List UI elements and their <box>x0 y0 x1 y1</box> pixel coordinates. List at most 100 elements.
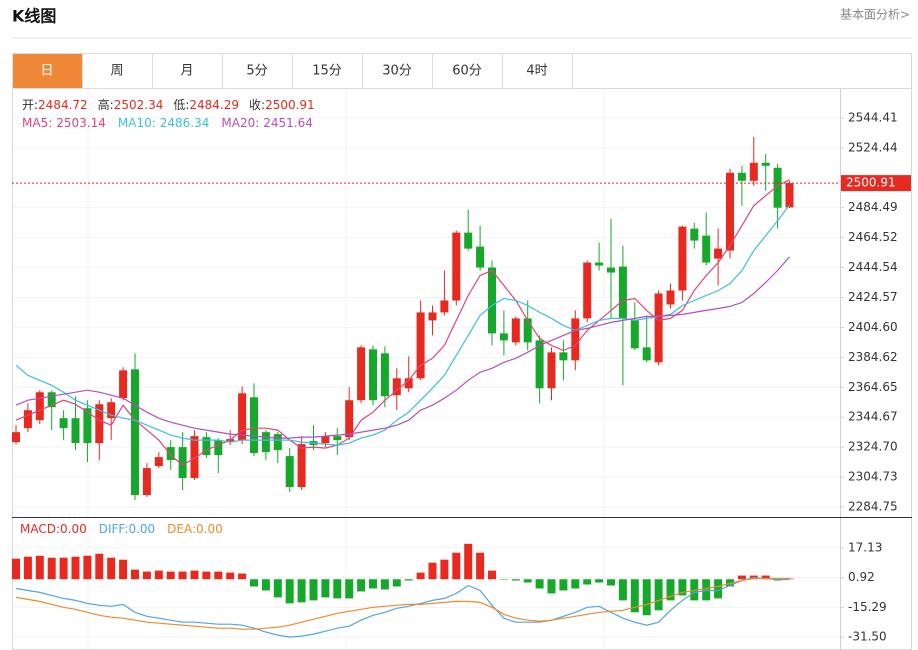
y-tick-label: -15.29 <box>848 600 887 614</box>
macd-bar <box>523 579 532 583</box>
readout-value: 2484.72 <box>38 98 88 112</box>
legend-value: 2503.14 <box>56 116 106 130</box>
tab-label[interactable]: 30分 <box>382 64 412 79</box>
candle-body <box>166 447 175 461</box>
tab-label[interactable]: 周 <box>110 64 123 79</box>
y-tick-label: 2384.62 <box>848 350 898 364</box>
macd-bar <box>618 579 627 601</box>
readout-value: 2500.91 <box>265 98 315 112</box>
candle-body <box>452 232 461 301</box>
legend-name: MA20: <box>221 116 259 130</box>
readout-label: 高: <box>98 97 114 112</box>
last-price-label: 2500.91 <box>846 176 896 190</box>
candle-body <box>285 456 294 488</box>
tab[interactable] <box>362 53 433 89</box>
ohlc-readout: 开:2484.72 高:2502.34 低:2484.29 收:2500.91 <box>22 97 315 112</box>
tab[interactable] <box>432 53 503 89</box>
candle-body <box>464 232 473 249</box>
candle-body <box>749 162 758 181</box>
macd-bar <box>47 557 56 580</box>
analysis-link[interactable]: 基本面分析> <box>840 8 910 22</box>
readout-label: 低: <box>173 98 189 112</box>
candle-body <box>345 400 354 438</box>
candle-body <box>535 340 544 389</box>
candle-body <box>333 436 342 441</box>
tab-label[interactable]: 4时 <box>526 64 547 79</box>
candle-body <box>714 248 723 259</box>
tab[interactable] <box>502 53 573 89</box>
tab[interactable] <box>152 53 223 89</box>
macd-bar <box>476 552 485 580</box>
macd-bar <box>416 572 425 580</box>
tab-label[interactable]: 月 <box>180 64 193 79</box>
macd-bar <box>690 579 699 601</box>
candle-body <box>238 393 247 441</box>
candle-body <box>107 402 116 419</box>
candle-body <box>773 167 782 208</box>
macd-bar <box>595 579 604 583</box>
candle-body <box>154 457 163 467</box>
tab-label[interactable]: 5分 <box>246 64 267 79</box>
readout-value: 2502.34 <box>114 98 164 112</box>
candle-body <box>595 262 604 266</box>
tab[interactable] <box>12 53 83 89</box>
candle-body <box>642 347 651 361</box>
candle-body <box>83 408 92 444</box>
macd-bar <box>35 555 44 580</box>
candle-body <box>726 172 734 251</box>
legend-value: 0.00 <box>60 522 87 536</box>
readout-value: 2484.29 <box>189 98 239 112</box>
macd-bar <box>238 573 247 580</box>
macd-bar <box>297 579 306 603</box>
legend-name: MA5: <box>22 116 52 130</box>
macd-bar <box>547 579 556 594</box>
candle-body <box>119 370 128 399</box>
macd-bar <box>404 579 413 581</box>
candle-body <box>476 246 485 268</box>
macd-bar <box>261 579 270 591</box>
tab-bar: 日 周 月 5分 15分 30分 60分 4时 <box>12 53 573 89</box>
kline-panel: 2544.41 2524.44 2484.49 2464.52 2444.54 2424.… <box>12 97 911 514</box>
macd-bar <box>190 570 199 580</box>
y-tick-label: 2284.75 <box>848 500 898 514</box>
legend-value: 0.00 <box>128 522 155 536</box>
readout-label: 收: <box>249 98 265 112</box>
series-line <box>15 576 790 638</box>
candle-body <box>23 410 32 429</box>
candle-body <box>666 290 675 305</box>
tab-label[interactable]: 15分 <box>312 64 342 79</box>
candle-body <box>737 172 746 181</box>
series-line <box>15 179 790 466</box>
macd-bar <box>59 557 68 580</box>
macd-bar <box>71 556 80 580</box>
macd-bar <box>250 579 258 587</box>
tab-label[interactable]: 60分 <box>452 64 482 79</box>
macd-bar <box>607 579 615 586</box>
macd-bar <box>499 579 508 580</box>
page-title: K线图 <box>12 7 56 26</box>
candle-body <box>273 434 282 451</box>
macd-bar <box>273 579 282 598</box>
candle-body <box>678 226 687 291</box>
macd-bar <box>452 552 461 580</box>
macd-bar <box>511 579 520 581</box>
candle-body <box>59 418 68 429</box>
candle-body <box>380 353 389 397</box>
macd-bar <box>714 579 723 599</box>
macd-bar <box>761 575 770 580</box>
candle-body <box>131 369 139 496</box>
tab[interactable] <box>82 53 153 89</box>
macd-bar <box>642 579 651 616</box>
tab-label[interactable]: 日 <box>40 64 53 79</box>
macd-bar <box>95 553 104 580</box>
candle-body <box>95 404 104 444</box>
legend-name: MA10: <box>118 116 156 130</box>
candle-body <box>250 397 258 454</box>
y-tick-label: 0.92 <box>848 570 875 584</box>
macd-bar <box>428 562 437 580</box>
legend-value: 2451.64 <box>263 116 313 130</box>
legend-name: DEA: <box>167 522 196 536</box>
tab[interactable] <box>222 53 293 89</box>
